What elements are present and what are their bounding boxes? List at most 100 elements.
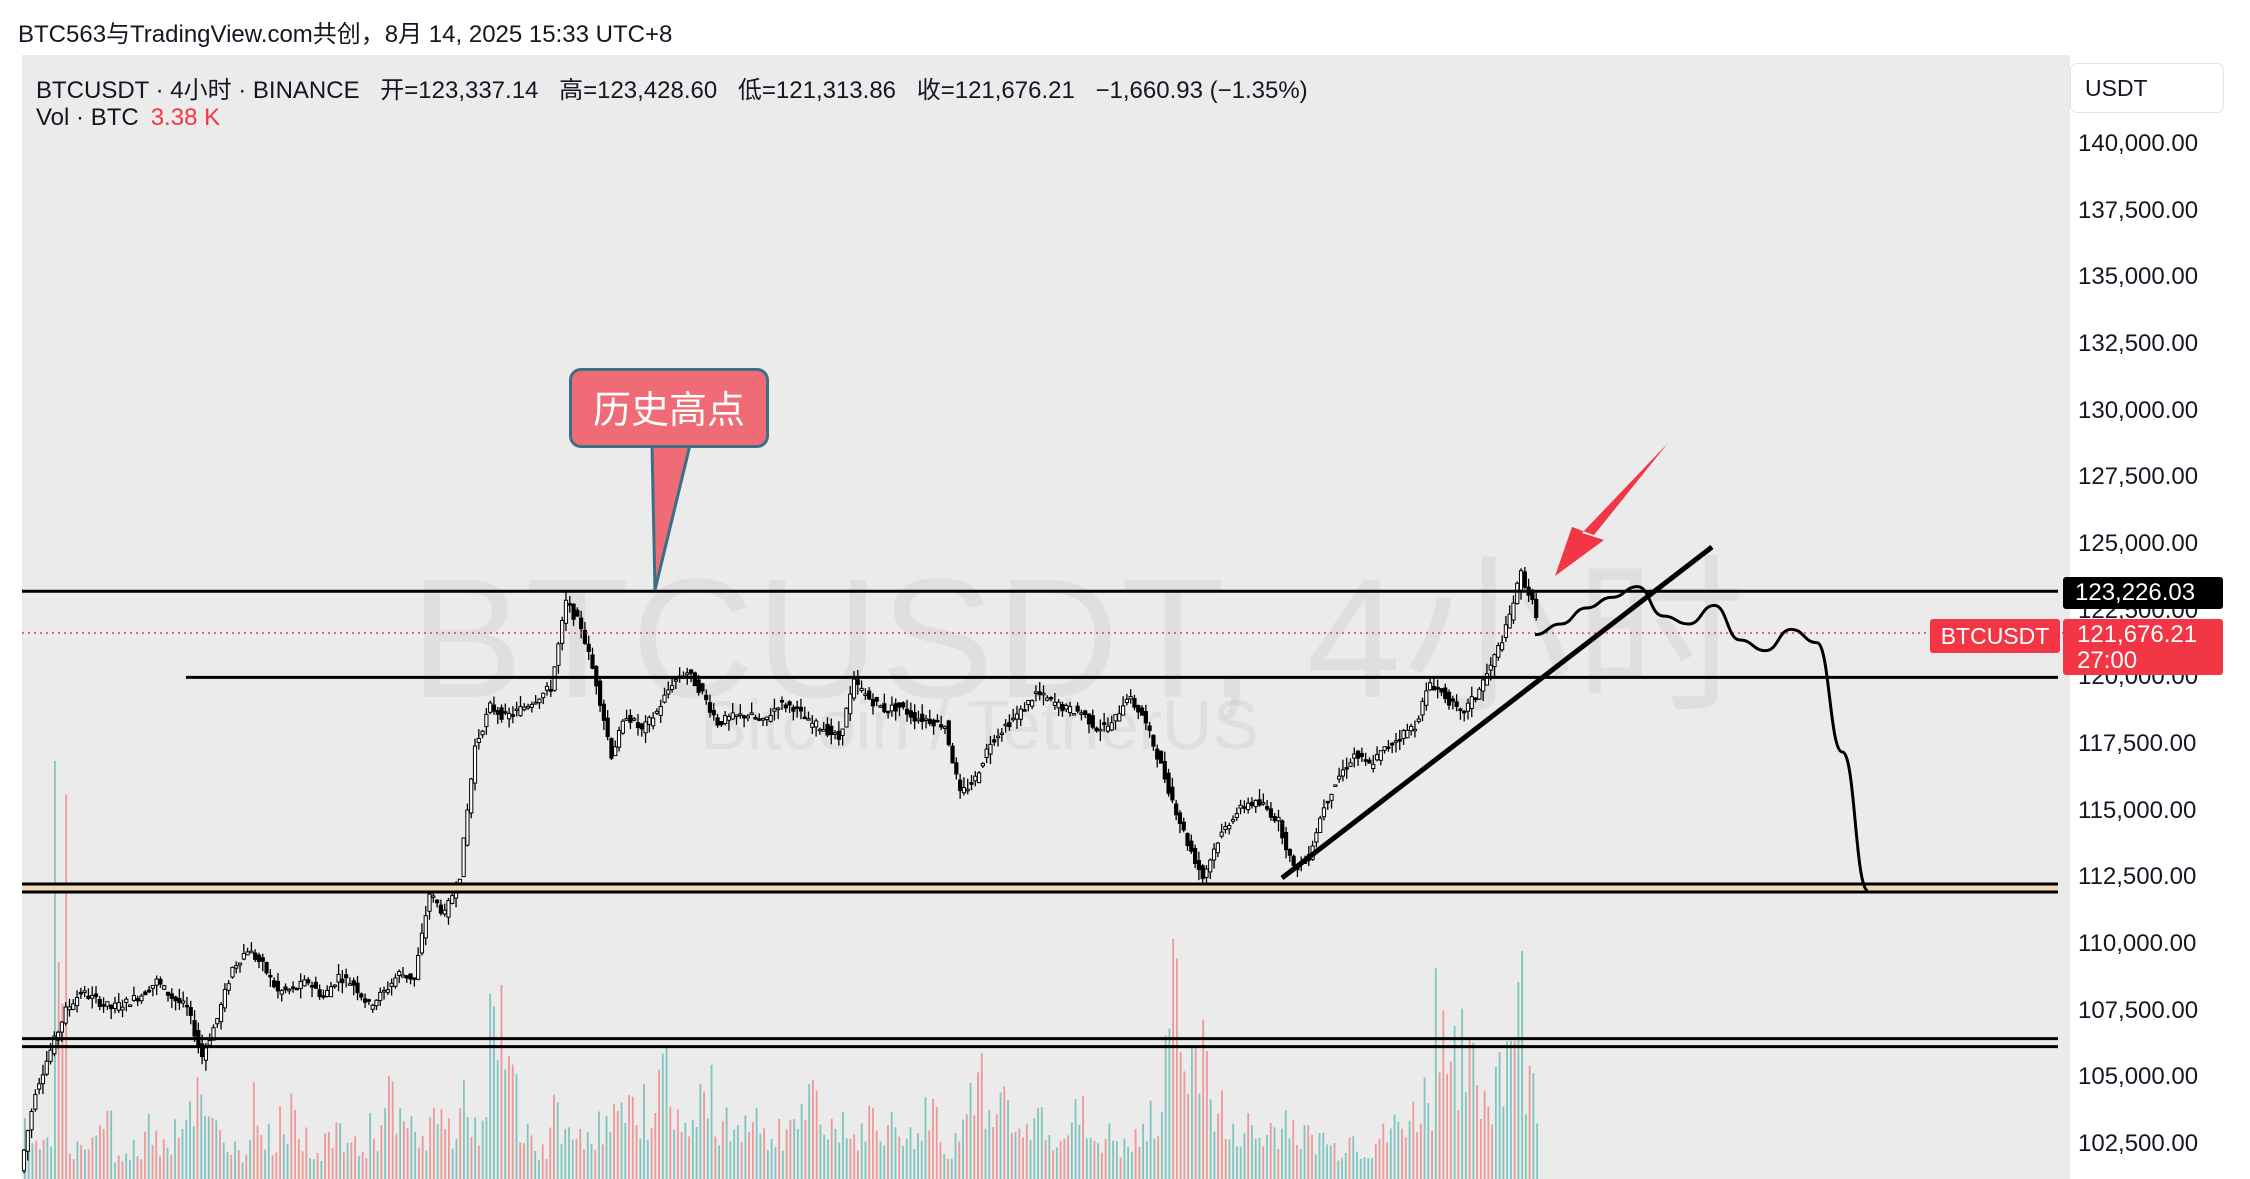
volume-bar: [339, 1123, 342, 1179]
volume-bar: [905, 1138, 908, 1179]
volume-bar: [380, 1125, 383, 1179]
volume-bar: [294, 1109, 296, 1179]
candle-body: [313, 981, 318, 989]
candle-body: [1378, 750, 1383, 761]
candle-body: [1462, 710, 1467, 714]
candle-body: [1124, 698, 1129, 704]
volume-bar: [789, 1119, 792, 1179]
chart-pane[interactable]: [22, 55, 2070, 1179]
candle-body: [366, 999, 371, 1002]
candle-body: [355, 982, 360, 994]
legend-high: 高=123,428.60: [559, 77, 718, 104]
volume-bar: [1374, 1143, 1377, 1179]
volume-bar: [1536, 1123, 1539, 1179]
candle-body: [1170, 786, 1175, 801]
candle-body: [1329, 793, 1334, 801]
candle-body: [1219, 831, 1224, 837]
volume-bar: [853, 1134, 856, 1179]
candle-body: [109, 1004, 114, 1010]
volume-bar: [1194, 1048, 1197, 1179]
volume-bar: [1243, 1133, 1246, 1179]
candle-body: [154, 978, 159, 986]
candle-body: [1416, 718, 1421, 722]
candle-body: [1348, 762, 1353, 767]
candle-body: [1276, 816, 1281, 822]
volume-bar: [478, 1145, 480, 1179]
candle-body: [162, 985, 167, 990]
volume-bar: [571, 1139, 574, 1179]
candle-body: [1390, 742, 1395, 746]
volume-bar: [196, 1077, 199, 1179]
volume-bar: [249, 1140, 251, 1179]
candle-body: [1094, 727, 1099, 732]
candle-body: [374, 999, 379, 1007]
candle-body: [1193, 847, 1198, 864]
volume-bar: [245, 1154, 248, 1179]
volume-bar: [984, 1128, 987, 1179]
volume-bar: [110, 1110, 113, 1179]
candle-body: [192, 1020, 197, 1037]
candle-body: [867, 690, 872, 700]
volume-bar: [406, 1127, 409, 1179]
candle-body: [825, 723, 830, 736]
candle-body: [1439, 688, 1444, 693]
volume-bar: [1453, 1025, 1456, 1179]
volume-bar: [1025, 1123, 1028, 1179]
volume-bar: [496, 1060, 499, 1179]
volume-bar: [264, 1149, 266, 1179]
volume-bar: [1251, 1125, 1253, 1179]
price-tick-label: 115,000.00: [2078, 796, 2197, 824]
candle-body: [973, 775, 978, 782]
candle-body: [760, 718, 766, 721]
volume-bar: [1483, 1090, 1486, 1179]
candle-body: [586, 643, 591, 652]
candle-body: [59, 1021, 64, 1033]
volume-bar: [1322, 1132, 1325, 1179]
candle-body: [381, 989, 387, 993]
candle-body: [56, 1031, 61, 1041]
currency-selector[interactable]: USDT: [2071, 64, 2223, 112]
volume-bar: [932, 1099, 934, 1179]
candle-body: [143, 991, 148, 996]
volume-bar: [1247, 1113, 1250, 1179]
candle-body: [1503, 624, 1508, 638]
candle-body: [1359, 753, 1364, 758]
volume-bar: [1408, 1120, 1411, 1179]
candle-body: [340, 978, 345, 984]
volume-bar: [1010, 1132, 1013, 1179]
candle-body: [472, 745, 478, 784]
volume-bar: [1254, 1138, 1257, 1179]
candle-body: [86, 995, 91, 999]
candle-body: [1477, 688, 1482, 700]
candle-body: [1128, 696, 1133, 700]
legend-symbol[interactable]: BTCUSDT · 4小时 · BINANCE: [36, 77, 360, 104]
volume-bar: [470, 1136, 473, 1179]
all-time-high-callout[interactable]: 历史高点: [569, 368, 769, 448]
candle-body: [920, 713, 925, 722]
candle-body: [1052, 701, 1057, 706]
volume-bar: [151, 1144, 154, 1179]
volume-bar: [24, 1118, 26, 1179]
volume-bar: [211, 1117, 214, 1179]
volume-value: 3.38 K: [150, 104, 221, 131]
volume-bar: [1446, 1074, 1448, 1179]
candle-body: [1371, 763, 1376, 769]
candle-body: [1431, 685, 1436, 691]
volume-bar: [579, 1129, 582, 1179]
price-axis[interactable]: [2070, 55, 2250, 1179]
price-tick-label: 105,000.00: [2078, 1063, 2199, 1091]
candle-body: [226, 983, 231, 991]
volume-bar: [1119, 1157, 1122, 1179]
volume-bar: [84, 1149, 86, 1179]
candle-body: [567, 603, 572, 606]
candle-body: [855, 679, 860, 685]
volume-legend[interactable]: Vol · BTC 3.38 K: [36, 104, 220, 132]
volume-bar: [718, 1145, 721, 1179]
candle-body: [48, 1049, 53, 1062]
candle-body: [942, 726, 948, 729]
price-tick-label: 130,000.00: [2078, 396, 2199, 424]
volume-bar: [372, 1138, 375, 1179]
volume-bar: [1202, 1019, 1205, 1179]
candle-body: [802, 716, 807, 720]
